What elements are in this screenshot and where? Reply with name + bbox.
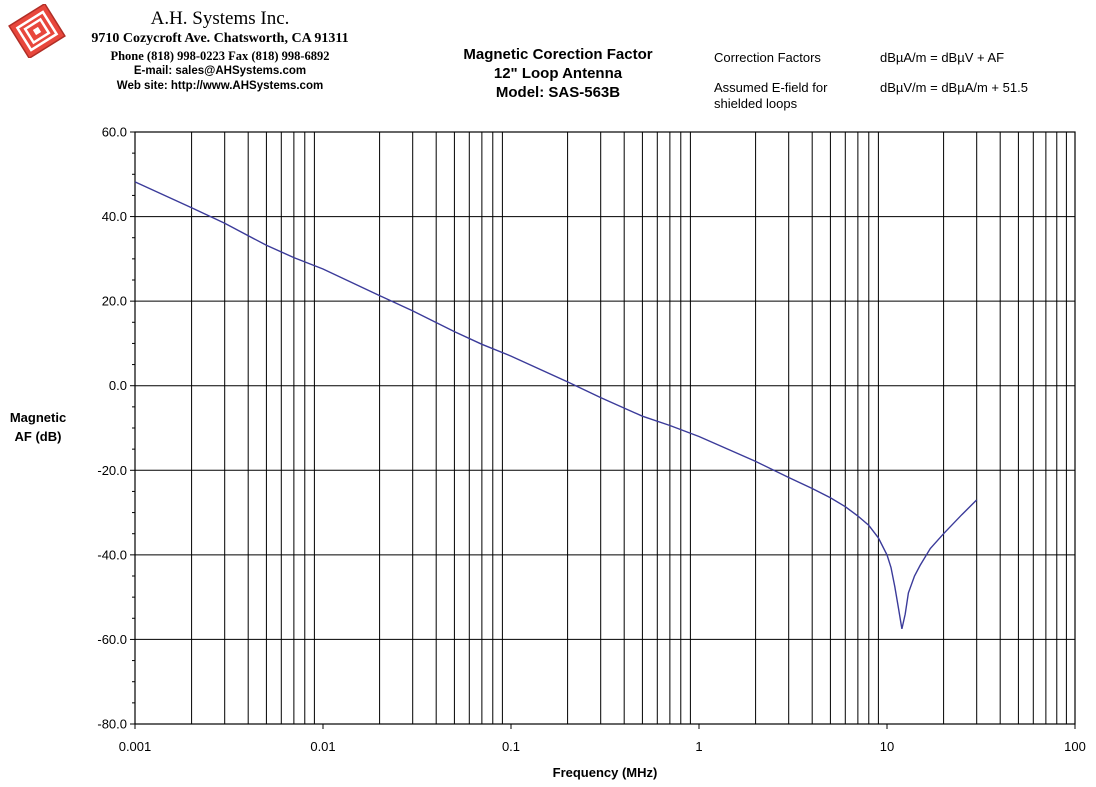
- x-tick-label: 0.01: [310, 739, 335, 754]
- company-email: E-mail: sales@AHSystems.com: [133, 65, 307, 77]
- y-tick-label: 60.0: [102, 125, 127, 140]
- x-tick-label: 0.001: [119, 739, 152, 754]
- x-axis-ticks: 0.001 0.01 0.1 1 10 100: [119, 724, 1086, 754]
- y-tick-label: -80.0: [97, 717, 127, 732]
- company-info: A.H. Systems Inc. 9710 Cozycroft Ave. Ch…: [60, 8, 380, 94]
- grid-minor-lines: [191, 132, 1067, 724]
- x-tick-label: 10: [880, 739, 894, 754]
- y-tick-label: 40.0: [102, 209, 127, 224]
- chart-title-block: Magnetic Corection Factor 12" Loop Anten…: [438, 45, 678, 102]
- x-tick-label: 1: [695, 739, 702, 754]
- company-website: Web site: http://www.AHSystems.com: [116, 80, 324, 92]
- company-phone: Phone (818) 998-0223 Fax (818) 998-6892: [110, 49, 330, 63]
- series-line: [134, 181, 978, 630]
- y-axis-ticks: 60.0 40.0 20.0 0.0 -20.0 -40.0 -60.0 -80.0: [97, 125, 135, 732]
- note-equation: dBµV/m = dBµA/m + 51.5: [880, 80, 1028, 95]
- chart-subtitle-2: Model: SAS-563B: [495, 84, 621, 101]
- company-name: A.H. Systems Inc.: [150, 8, 290, 29]
- company-address: 9710 Cozycroft Ave. Chatsworth, CA 91311: [91, 31, 349, 46]
- note-equation: dBµA/m = dBµV + AF: [880, 50, 1005, 65]
- y-tick-label: -60.0: [97, 632, 127, 647]
- y-tick-label: 0.0: [109, 378, 127, 393]
- y-tick-label: -20.0: [97, 463, 127, 478]
- header: A.H. Systems Inc. 9710 Cozycroft Ave. Ch…: [0, 0, 1096, 130]
- chart-subtitle-1: 12" Loop Antenna: [493, 65, 623, 82]
- chart-title: Magnetic Corection Factor: [463, 46, 653, 63]
- note-label: Assumed E-field for shielded loops: [714, 80, 828, 111]
- y-axis-label: Magnetic AF (dB): [9, 410, 67, 444]
- y-tick-label: 20.0: [102, 294, 127, 309]
- note-label: Correction Factors: [714, 50, 821, 65]
- company-logo-icon: [8, 4, 66, 58]
- plot-frame: [134, 131, 1076, 725]
- y-tick-label: -40.0: [97, 547, 127, 562]
- grid-major-lines: [135, 131, 1075, 725]
- x-axis-label: Frequency (MHz): [553, 765, 658, 780]
- x-tick-label: 100: [1064, 739, 1086, 754]
- x-tick-label: 0.1: [502, 739, 520, 754]
